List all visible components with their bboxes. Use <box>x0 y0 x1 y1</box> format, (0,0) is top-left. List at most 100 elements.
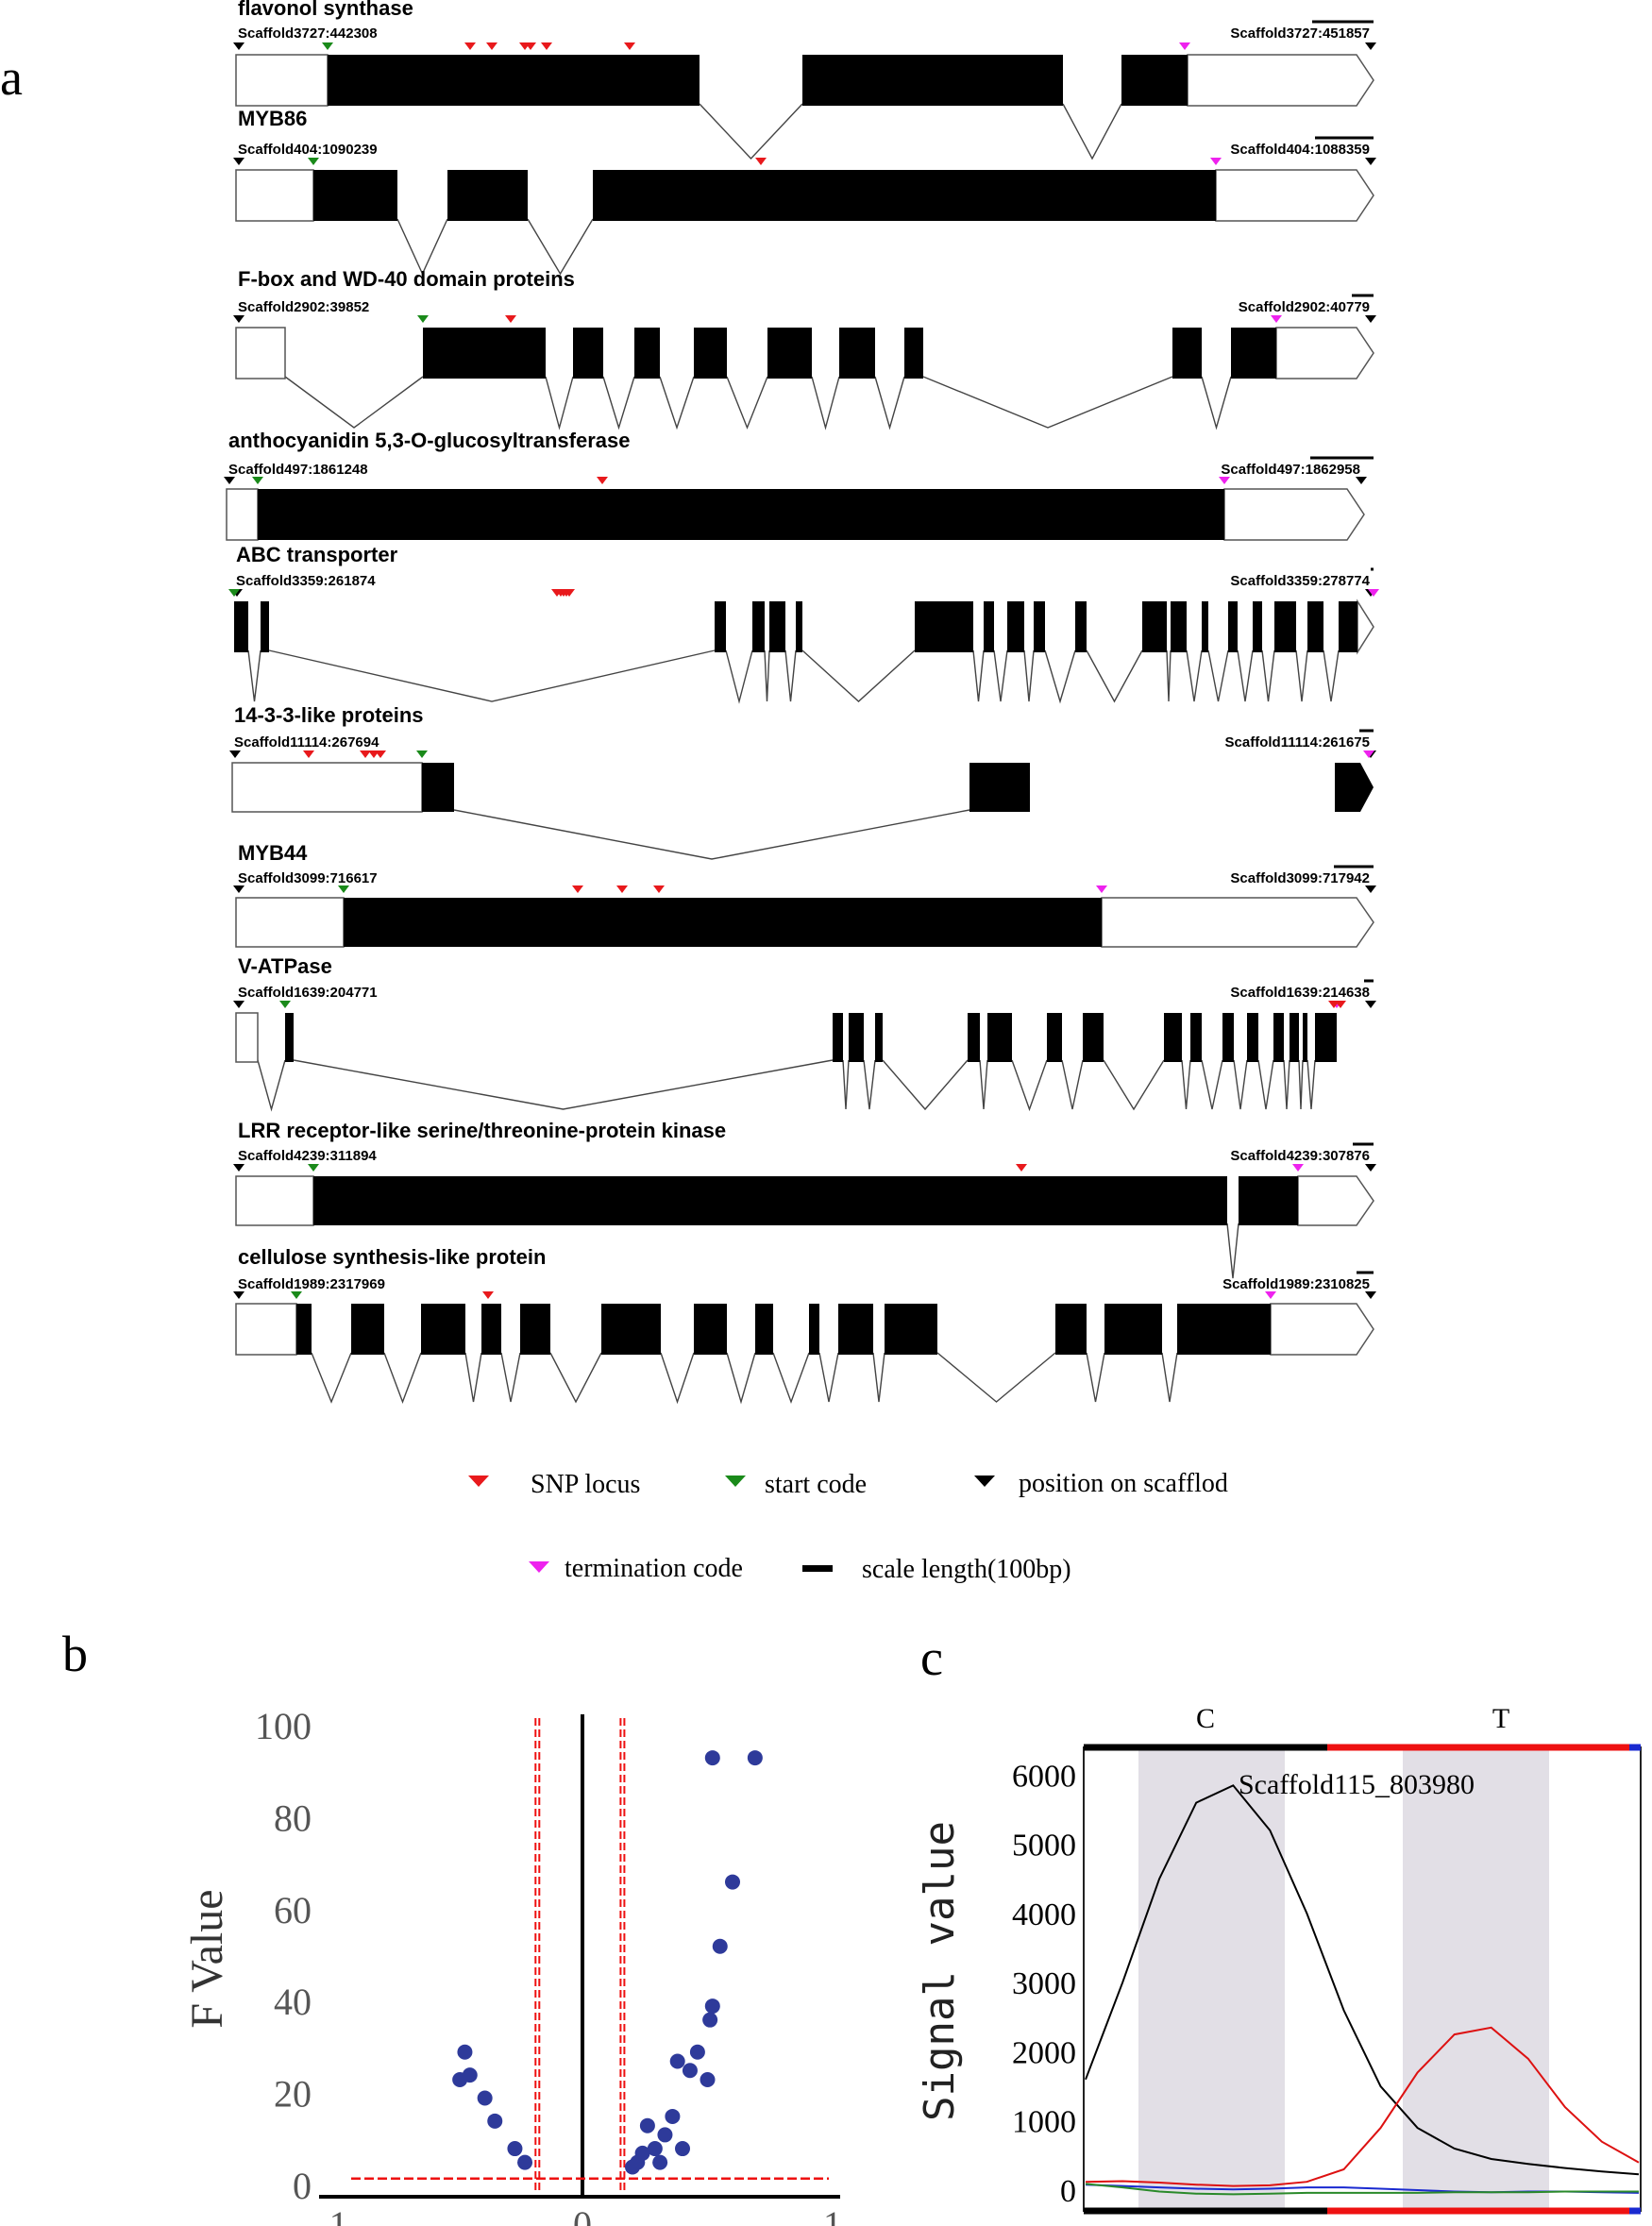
intron-line <box>872 1352 885 1403</box>
position-marker <box>1365 42 1376 50</box>
scale-legend-icon <box>802 1565 833 1572</box>
y-tick-label: 5000 <box>1012 1829 1076 1863</box>
intron-line <box>936 1352 1056 1403</box>
intron-line <box>726 376 768 430</box>
data-point <box>647 2141 663 2157</box>
position-marker <box>233 42 244 50</box>
exon-block <box>1335 763 1374 812</box>
termination-codon-marker <box>1368 589 1379 597</box>
exon-block <box>1177 1304 1271 1355</box>
intron-line <box>1298 1059 1304 1110</box>
data-point <box>700 2071 716 2087</box>
intron-line <box>1201 1059 1223 1110</box>
scaffold-end-label: Scaffold3359:278774 <box>1230 573 1370 589</box>
scaffold-start-label: Scaffold4239:311894 <box>238 1148 377 1164</box>
snp-marker <box>464 42 476 50</box>
exon-block <box>1273 1013 1284 1062</box>
exon-block <box>261 601 269 652</box>
exon-block <box>1142 601 1167 652</box>
snp-marker <box>360 750 371 758</box>
utr-3-arrow <box>1275 327 1374 379</box>
termination-codon-marker <box>1219 477 1230 484</box>
intron-line <box>725 649 753 704</box>
exon-block <box>313 1176 1227 1225</box>
exon-block <box>351 1304 384 1355</box>
snp-marker <box>1335 1001 1346 1008</box>
utr-5-box <box>235 169 314 222</box>
intron-line <box>1161 1352 1178 1403</box>
intron-line <box>383 1352 422 1404</box>
start-codon-marker <box>322 42 333 50</box>
snp-marker <box>1016 1164 1027 1172</box>
exon-block <box>421 1304 465 1355</box>
exon-block <box>601 1304 661 1355</box>
start-codon-marker <box>416 750 428 758</box>
y-tick-label: 2000 <box>1012 2035 1076 2070</box>
scaffold-start-label: Scaffold1639:204771 <box>238 985 378 1001</box>
exon-block <box>234 601 248 652</box>
data-point <box>689 2044 705 2060</box>
data-point <box>665 2108 681 2124</box>
data-point <box>725 1874 740 1890</box>
exon-block <box>969 763 1030 812</box>
utr-5-box <box>235 327 286 379</box>
exon-block <box>802 55 1063 106</box>
intron-line <box>1103 1059 1165 1111</box>
y-tick-label: 6000 <box>1012 1759 1076 1794</box>
exon-block <box>634 328 660 379</box>
termination-legend-icon <box>529 1561 549 1573</box>
snp-legend-icon <box>468 1476 489 1487</box>
gene-structures: flavonol synthase Scaffold3727:442308 Scaf… <box>224 0 1379 1405</box>
data-point <box>517 2154 533 2170</box>
exon-block <box>755 1304 773 1355</box>
y-axis-title: Signal value <box>916 1821 964 2121</box>
snp-marker <box>505 315 516 323</box>
legend-position-label: position on scafflod <box>1019 1469 1228 1498</box>
exon-block <box>1239 1176 1298 1225</box>
data-point <box>669 2053 685 2069</box>
exon-block <box>573 328 603 379</box>
scaffold-end-label: Scaffold1639:214638 <box>1230 985 1370 1001</box>
intron-line <box>1283 1059 1290 1110</box>
position-marker <box>1365 158 1376 165</box>
exon-block <box>258 489 1224 540</box>
utr-3-arrow <box>1223 488 1365 541</box>
legend: SNP locus start code position on scafflo… <box>468 1469 1228 1584</box>
x-tick-label: 0 <box>573 2203 592 2226</box>
position-marker <box>1365 885 1376 893</box>
exon-block <box>1303 1013 1307 1062</box>
intron-line <box>818 1352 839 1403</box>
exon-block <box>296 1304 312 1355</box>
signal-trace <box>1085 1784 1640 2176</box>
signal-trace <box>1085 2183 1639 2196</box>
start-codon-marker <box>252 477 263 484</box>
scaffold-end-label: Scaffold1989:2310825 <box>1222 1276 1370 1292</box>
scaffold-start-label: Scaffold1989:2317969 <box>238 1276 385 1292</box>
exon-block <box>694 1304 727 1355</box>
intron-line <box>784 649 797 702</box>
legend-snp-label: SNP locus <box>531 1470 640 1499</box>
gene-title: MYB44 <box>238 841 308 865</box>
start-codon-marker <box>308 1164 319 1172</box>
snp-marker <box>564 589 575 597</box>
intron-line <box>863 1059 876 1110</box>
position-marker <box>233 315 244 323</box>
start-codon-marker <box>308 158 319 165</box>
scaffold-end-label: Scaffold2902:40779 <box>1239 299 1370 315</box>
snp-marker <box>653 885 665 893</box>
data-point <box>682 2063 698 2079</box>
y-tick-label: 80 <box>274 1796 312 1839</box>
exon-block <box>885 1304 937 1355</box>
scaffold-start-label: Scaffold2902:39852 <box>238 299 369 315</box>
intron-line <box>500 1352 521 1403</box>
exon-block <box>1171 601 1187 652</box>
signal-line-chart: C T Scaffold115_803980 0 1000 2000 3000 4000 500… <box>916 1703 1642 2215</box>
exon-block <box>838 1304 873 1355</box>
intron-line <box>874 376 905 430</box>
exon-block <box>904 328 923 379</box>
y-axis-title: F Value <box>182 1889 232 2028</box>
gene-title: flavonol synthase <box>238 0 413 20</box>
utr-3-arrow <box>1357 599 1374 655</box>
intron-line <box>1201 376 1232 430</box>
